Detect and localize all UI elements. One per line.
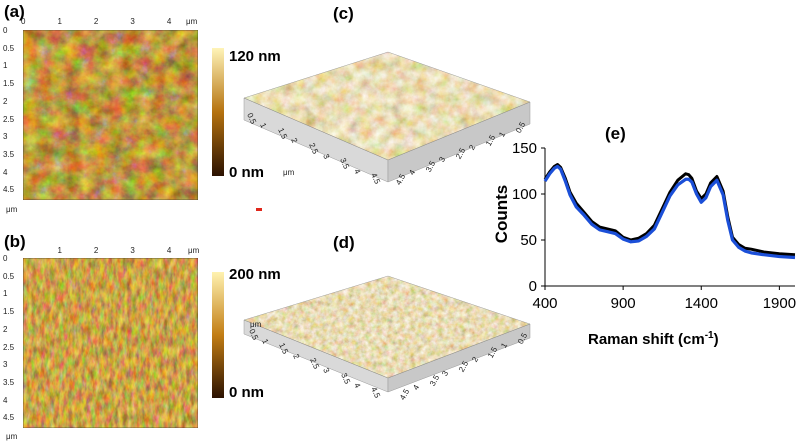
x-tick-label: 1900 bbox=[763, 295, 796, 312]
panel-b-y-tick: 4 bbox=[3, 395, 8, 405]
colorbar-b-min: 0 nm bbox=[229, 384, 265, 401]
panel-a-x-tick: 3 bbox=[130, 17, 135, 26]
panel-b-y-tick: 3.5 bbox=[3, 377, 15, 387]
y-tick-label: 0 bbox=[529, 278, 537, 295]
panel-b-x-tick: 2 bbox=[93, 246, 99, 255]
panel-b-y-tick: 4.5 bbox=[3, 413, 15, 423]
panel-a-y-tick: 4.5 bbox=[3, 185, 15, 195]
y-tick-label: 50 bbox=[520, 232, 537, 249]
panel-d-unit: μm bbox=[250, 320, 262, 329]
panel-a-y-tick: 1 bbox=[3, 61, 8, 71]
panel-b-y-unit: μm bbox=[6, 432, 18, 441]
panel-a-y-tick: 3 bbox=[3, 132, 8, 142]
panel-b-x-tick: 3 bbox=[130, 246, 135, 255]
afm-3d-surface-c bbox=[243, 51, 531, 183]
x-axis-title-text: Raman shift (cm bbox=[588, 331, 705, 348]
panel-a-y-tick: 0.5 bbox=[3, 43, 15, 53]
colorbar-b bbox=[212, 272, 224, 398]
panel-b-y-tick: 1.5 bbox=[3, 307, 15, 317]
afm-image-a bbox=[23, 30, 198, 200]
panel-b-label: (b) bbox=[4, 232, 26, 251]
x-axis-title-sup: -1 bbox=[704, 330, 714, 341]
afm-image-b bbox=[23, 258, 198, 428]
panel-b-y-tick: 2 bbox=[3, 324, 8, 334]
y-tick-label: 150 bbox=[512, 140, 537, 157]
x-tick-label: 900 bbox=[611, 295, 636, 312]
series-line-blue bbox=[543, 164, 796, 260]
panel-a-y-tick: 4 bbox=[3, 167, 8, 177]
raman-chart: 0 50 100 150 400 900 1400 1900 bbox=[512, 140, 796, 312]
panel-a-y-tick: 2.5 bbox=[3, 114, 15, 124]
panel-b-y-tick: 2.5 bbox=[3, 342, 15, 352]
x-axis-title-close: ) bbox=[713, 331, 719, 348]
panel-a-x-tick: 1 bbox=[57, 17, 62, 26]
panel-b-y-tick: 0.5 bbox=[3, 271, 15, 281]
panel-a-x-unit: μm bbox=[186, 17, 198, 26]
afm-3d-surface-d bbox=[243, 275, 531, 393]
panel-b-x-tick: 4 bbox=[166, 246, 172, 255]
x-axis-title: Raman shift (cm-1) bbox=[588, 330, 719, 348]
x-tick-label: 400 bbox=[532, 295, 557, 312]
panel-a-y-tick: 1.5 bbox=[3, 79, 15, 89]
panel-a-x-tick: 2 bbox=[93, 17, 99, 26]
panel-c-label: (c) bbox=[333, 4, 354, 23]
panel-a-label: (a) bbox=[4, 2, 25, 21]
panel-d-label: (d) bbox=[333, 233, 355, 252]
panel-a-y-tick: 0 bbox=[3, 26, 8, 35]
panel-a-y-unit: μm bbox=[6, 205, 18, 214]
colorbar-b-max: 200 nm bbox=[229, 266, 281, 283]
colorbar-a-max: 120 nm bbox=[229, 48, 281, 65]
panel-b-y-tick: 0 bbox=[3, 254, 8, 263]
red-mark bbox=[256, 208, 262, 211]
panel-c-unit: μm bbox=[283, 168, 295, 177]
panel-b-x-unit: μm bbox=[188, 246, 200, 255]
x-tick-label: 1400 bbox=[685, 295, 718, 312]
panel-e-label: (e) bbox=[605, 124, 626, 143]
series-line-black bbox=[543, 163, 796, 257]
panel-b-y-tick: 1 bbox=[3, 289, 8, 299]
panel-a-y-tick: 2 bbox=[3, 96, 8, 106]
panel-b-y-tick: 3 bbox=[3, 360, 8, 370]
y-tick-label: 100 bbox=[512, 186, 537, 203]
panel-b-x-tick: 1 bbox=[57, 246, 62, 255]
panel-a-x-tick: 4 bbox=[166, 17, 172, 26]
panel-a-x-tick: 0 bbox=[21, 17, 26, 26]
colorbar-a bbox=[212, 48, 224, 176]
colorbar-a-min: 0 nm bbox=[229, 164, 265, 181]
panel-a-y-tick: 3.5 bbox=[3, 149, 15, 159]
